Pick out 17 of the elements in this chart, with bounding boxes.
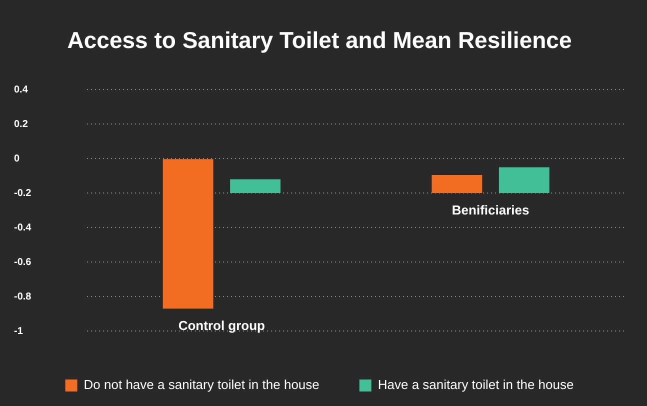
bar	[162, 159, 214, 309]
x-tick-label: Control group	[178, 318, 266, 334]
bar	[230, 179, 280, 194]
y-tick-label: 0.2	[14, 118, 28, 130]
chart-title: Access to Sanitary Toilet and Mean Resilience	[67, 27, 572, 54]
y-tick-label: -0.4	[14, 222, 32, 234]
bar	[432, 174, 482, 194]
x-tick-label: Benificiaries	[452, 202, 530, 218]
y-tick-label: -0.8	[14, 291, 32, 302]
y-tick-label: -0.6	[14, 256, 32, 268]
y-tick-label: -0.2	[14, 188, 32, 199]
legend-label: Do not have a sanitary toilet in the house	[84, 377, 320, 392]
y-tick-label: -1	[14, 326, 24, 337]
y-tick-label: 0	[14, 153, 20, 164]
legend-label: Have a sanitary toilet in the house	[378, 377, 574, 392]
y-tick-label: 0.4	[14, 84, 28, 96]
bar	[498, 167, 550, 194]
